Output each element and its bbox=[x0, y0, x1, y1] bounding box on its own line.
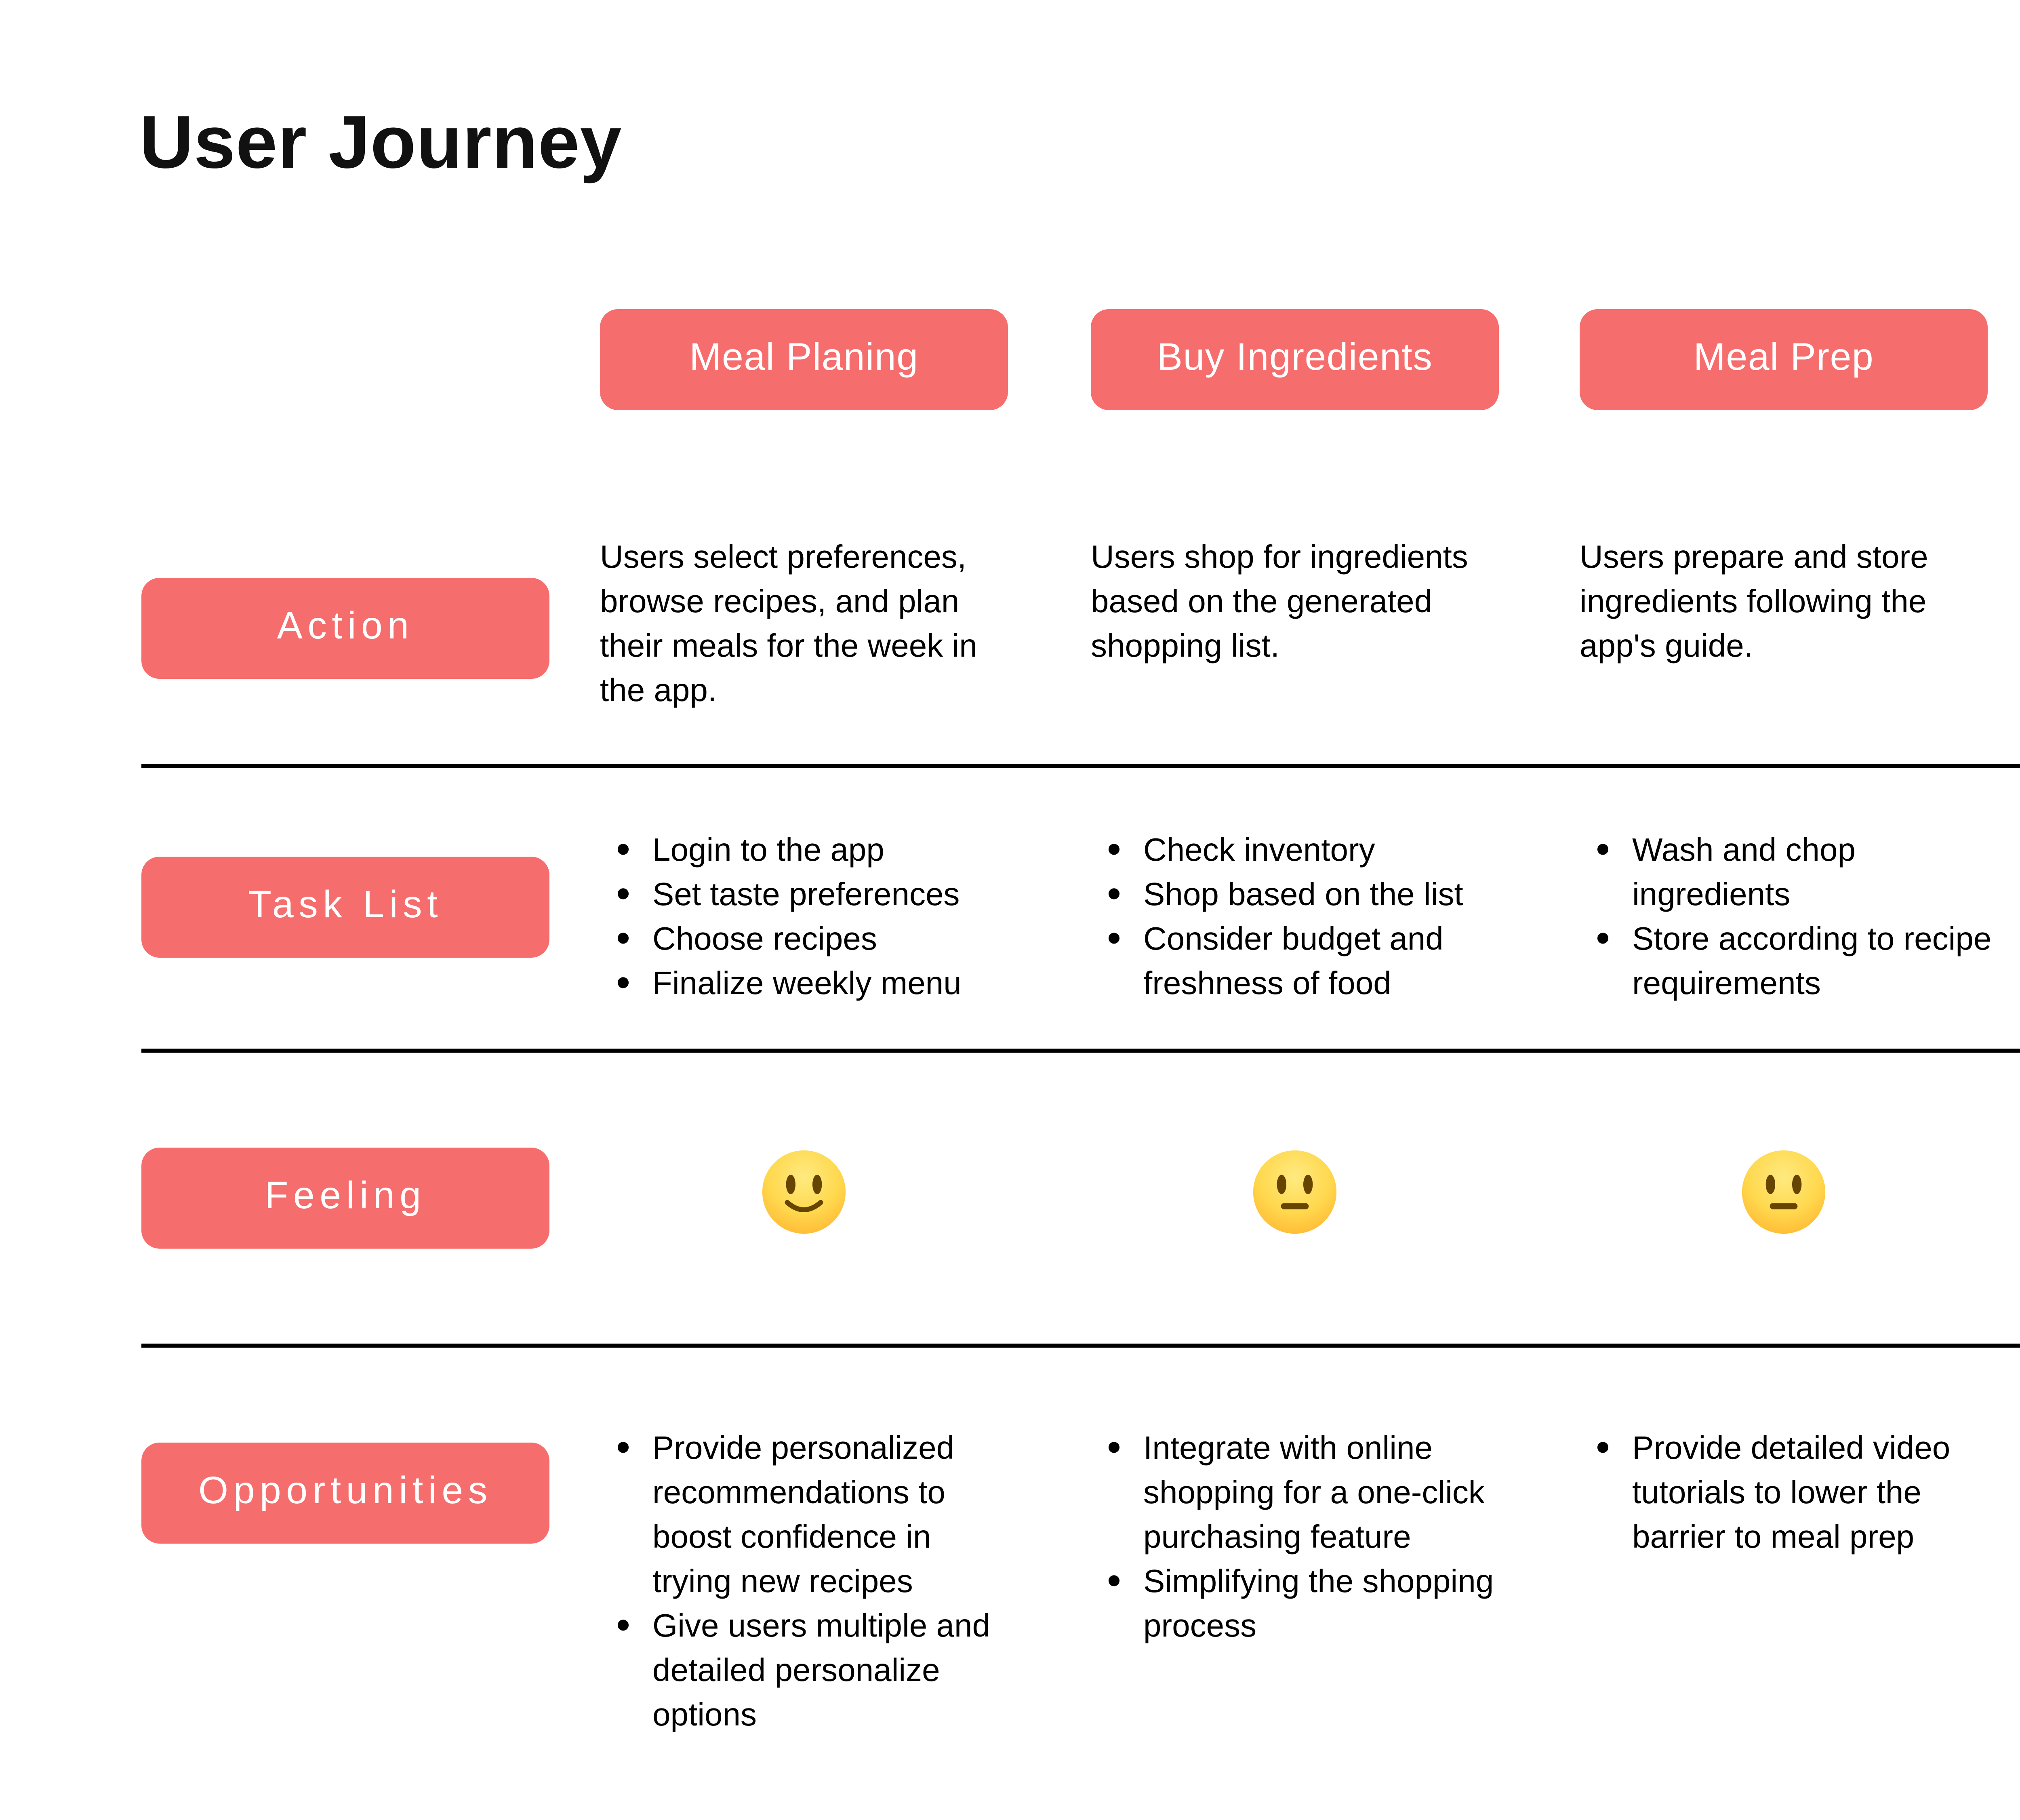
row-label-feeling: Feeling bbox=[141, 1148, 549, 1249]
opportunity-item: Simplifying the shopping process bbox=[1091, 1560, 1507, 1651]
task-item: Consider budget and freshness of food bbox=[1091, 917, 1507, 1008]
action-text: Users prepare and store ingredients foll… bbox=[1580, 541, 1928, 665]
task-item: Shop based on the list bbox=[1091, 873, 1507, 919]
row-label-opportunities: Opportunities bbox=[141, 1443, 549, 1544]
neutral-face-icon bbox=[1091, 1144, 1499, 1241]
task-item: Set taste preferences bbox=[600, 873, 1016, 919]
task-item: Finalize weekly menu bbox=[600, 962, 1016, 1008]
task-list: Login to the app Set taste preferences C… bbox=[600, 828, 1016, 1008]
row-divider bbox=[141, 1344, 2020, 1348]
task-list: Check inventory Shop based on the list C… bbox=[1091, 828, 1507, 1008]
row-label-action: Action bbox=[141, 578, 549, 679]
task-item: Choose recipes bbox=[600, 917, 1016, 964]
row-label-task-list: Task List bbox=[141, 857, 549, 958]
slightly-smiling-face-icon bbox=[600, 1144, 1008, 1241]
opportunity-item: Integrate with online shopping for a one… bbox=[1091, 1426, 1507, 1562]
opportunity-item: Provide personalized recommendations to … bbox=[600, 1426, 1016, 1606]
neutral-face-icon bbox=[1580, 1144, 1988, 1241]
opportunity-list: Integrate with online shopping for a one… bbox=[1091, 1426, 1507, 1651]
task-item: Login to the app bbox=[600, 828, 1016, 875]
action-text: Users shop for ingredients based on the … bbox=[1091, 541, 1468, 665]
task-item: Check inventory bbox=[1091, 828, 1507, 875]
row-divider bbox=[141, 1049, 2020, 1053]
task-list: Wash and chop ingredients Store accordin… bbox=[1580, 828, 1996, 1008]
stage-pill-meal-planing: Meal Planing bbox=[600, 309, 1008, 410]
opportunity-item: Give users multiple and detailed persona… bbox=[600, 1604, 1016, 1740]
opportunity-list: Provide detailed video tutorials to lowe… bbox=[1580, 1426, 1996, 1562]
action-text: Users select preferences, browse recipes… bbox=[600, 541, 977, 709]
opportunity-item: Provide detailed video tutorials to lowe… bbox=[1580, 1426, 1996, 1562]
stage-pill-buy-ingredients: Buy Ingredients bbox=[1091, 309, 1499, 410]
task-item: Store according to recipe requirements bbox=[1580, 917, 1996, 1008]
row-divider bbox=[141, 764, 2020, 768]
task-item: Wash and chop ingredients bbox=[1580, 828, 1996, 919]
page-title: User Journey bbox=[139, 101, 622, 184]
stage-pill-meal-prep: Meal Prep bbox=[1580, 309, 1988, 410]
opportunity-list: Provide personalized recommendations to … bbox=[600, 1426, 1016, 1740]
